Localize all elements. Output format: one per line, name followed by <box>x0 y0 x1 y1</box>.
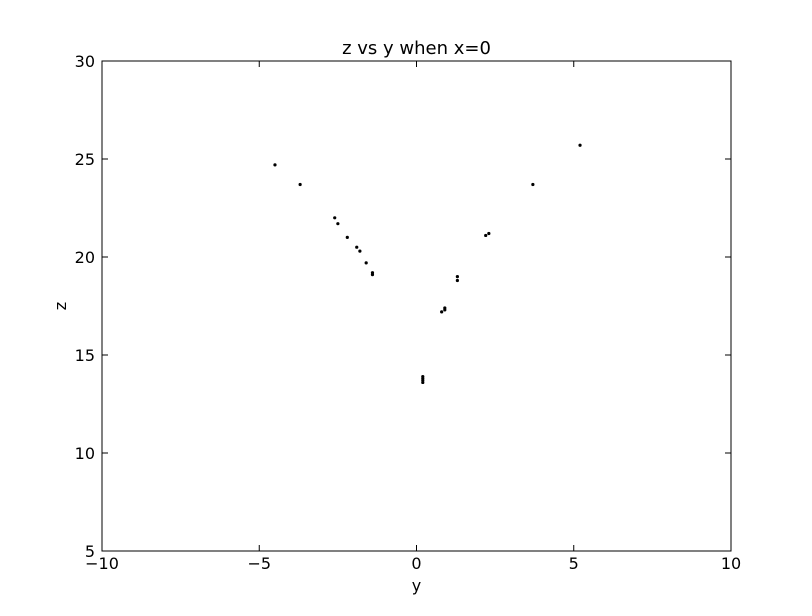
y-tick-label: 25 <box>75 150 95 169</box>
data-point <box>440 310 444 314</box>
tick-labels: −10 −5 0 5 10 5 10 15 20 25 30 <box>75 52 742 573</box>
x-tick-label: 5 <box>569 554 579 573</box>
x-tick-label: −5 <box>247 554 271 573</box>
data-point <box>443 306 447 310</box>
y-tick-label: 10 <box>75 444 95 463</box>
data-point <box>355 245 359 249</box>
chart-title: z vs y when x=0 <box>342 38 491 59</box>
x-tick-label: 10 <box>721 554 741 573</box>
data-point <box>333 216 337 220</box>
data-point <box>345 235 349 239</box>
data-point <box>455 275 459 279</box>
data-point <box>421 380 425 385</box>
x-tick-label: −10 <box>85 554 119 573</box>
x-axis-label: y <box>412 576 421 595</box>
data-point <box>273 163 277 167</box>
data-point <box>370 273 375 277</box>
y-tick-label: 30 <box>75 52 95 71</box>
data-point <box>336 222 340 226</box>
data-point <box>487 231 491 236</box>
y-axis-label: z <box>51 302 70 310</box>
data-point <box>364 261 368 265</box>
plot-area-frame <box>101 60 732 552</box>
data-point <box>358 249 362 253</box>
y-tick-label: 20 <box>75 248 95 267</box>
data-point <box>531 182 535 187</box>
data-points <box>273 143 582 385</box>
x-tick-label: 0 <box>411 554 421 573</box>
y-tick-label: 15 <box>75 346 95 365</box>
data-point <box>484 233 488 238</box>
data-point <box>298 182 302 187</box>
data-point <box>455 278 459 283</box>
y-tick-label: 5 <box>85 542 95 561</box>
data-point <box>578 143 582 147</box>
